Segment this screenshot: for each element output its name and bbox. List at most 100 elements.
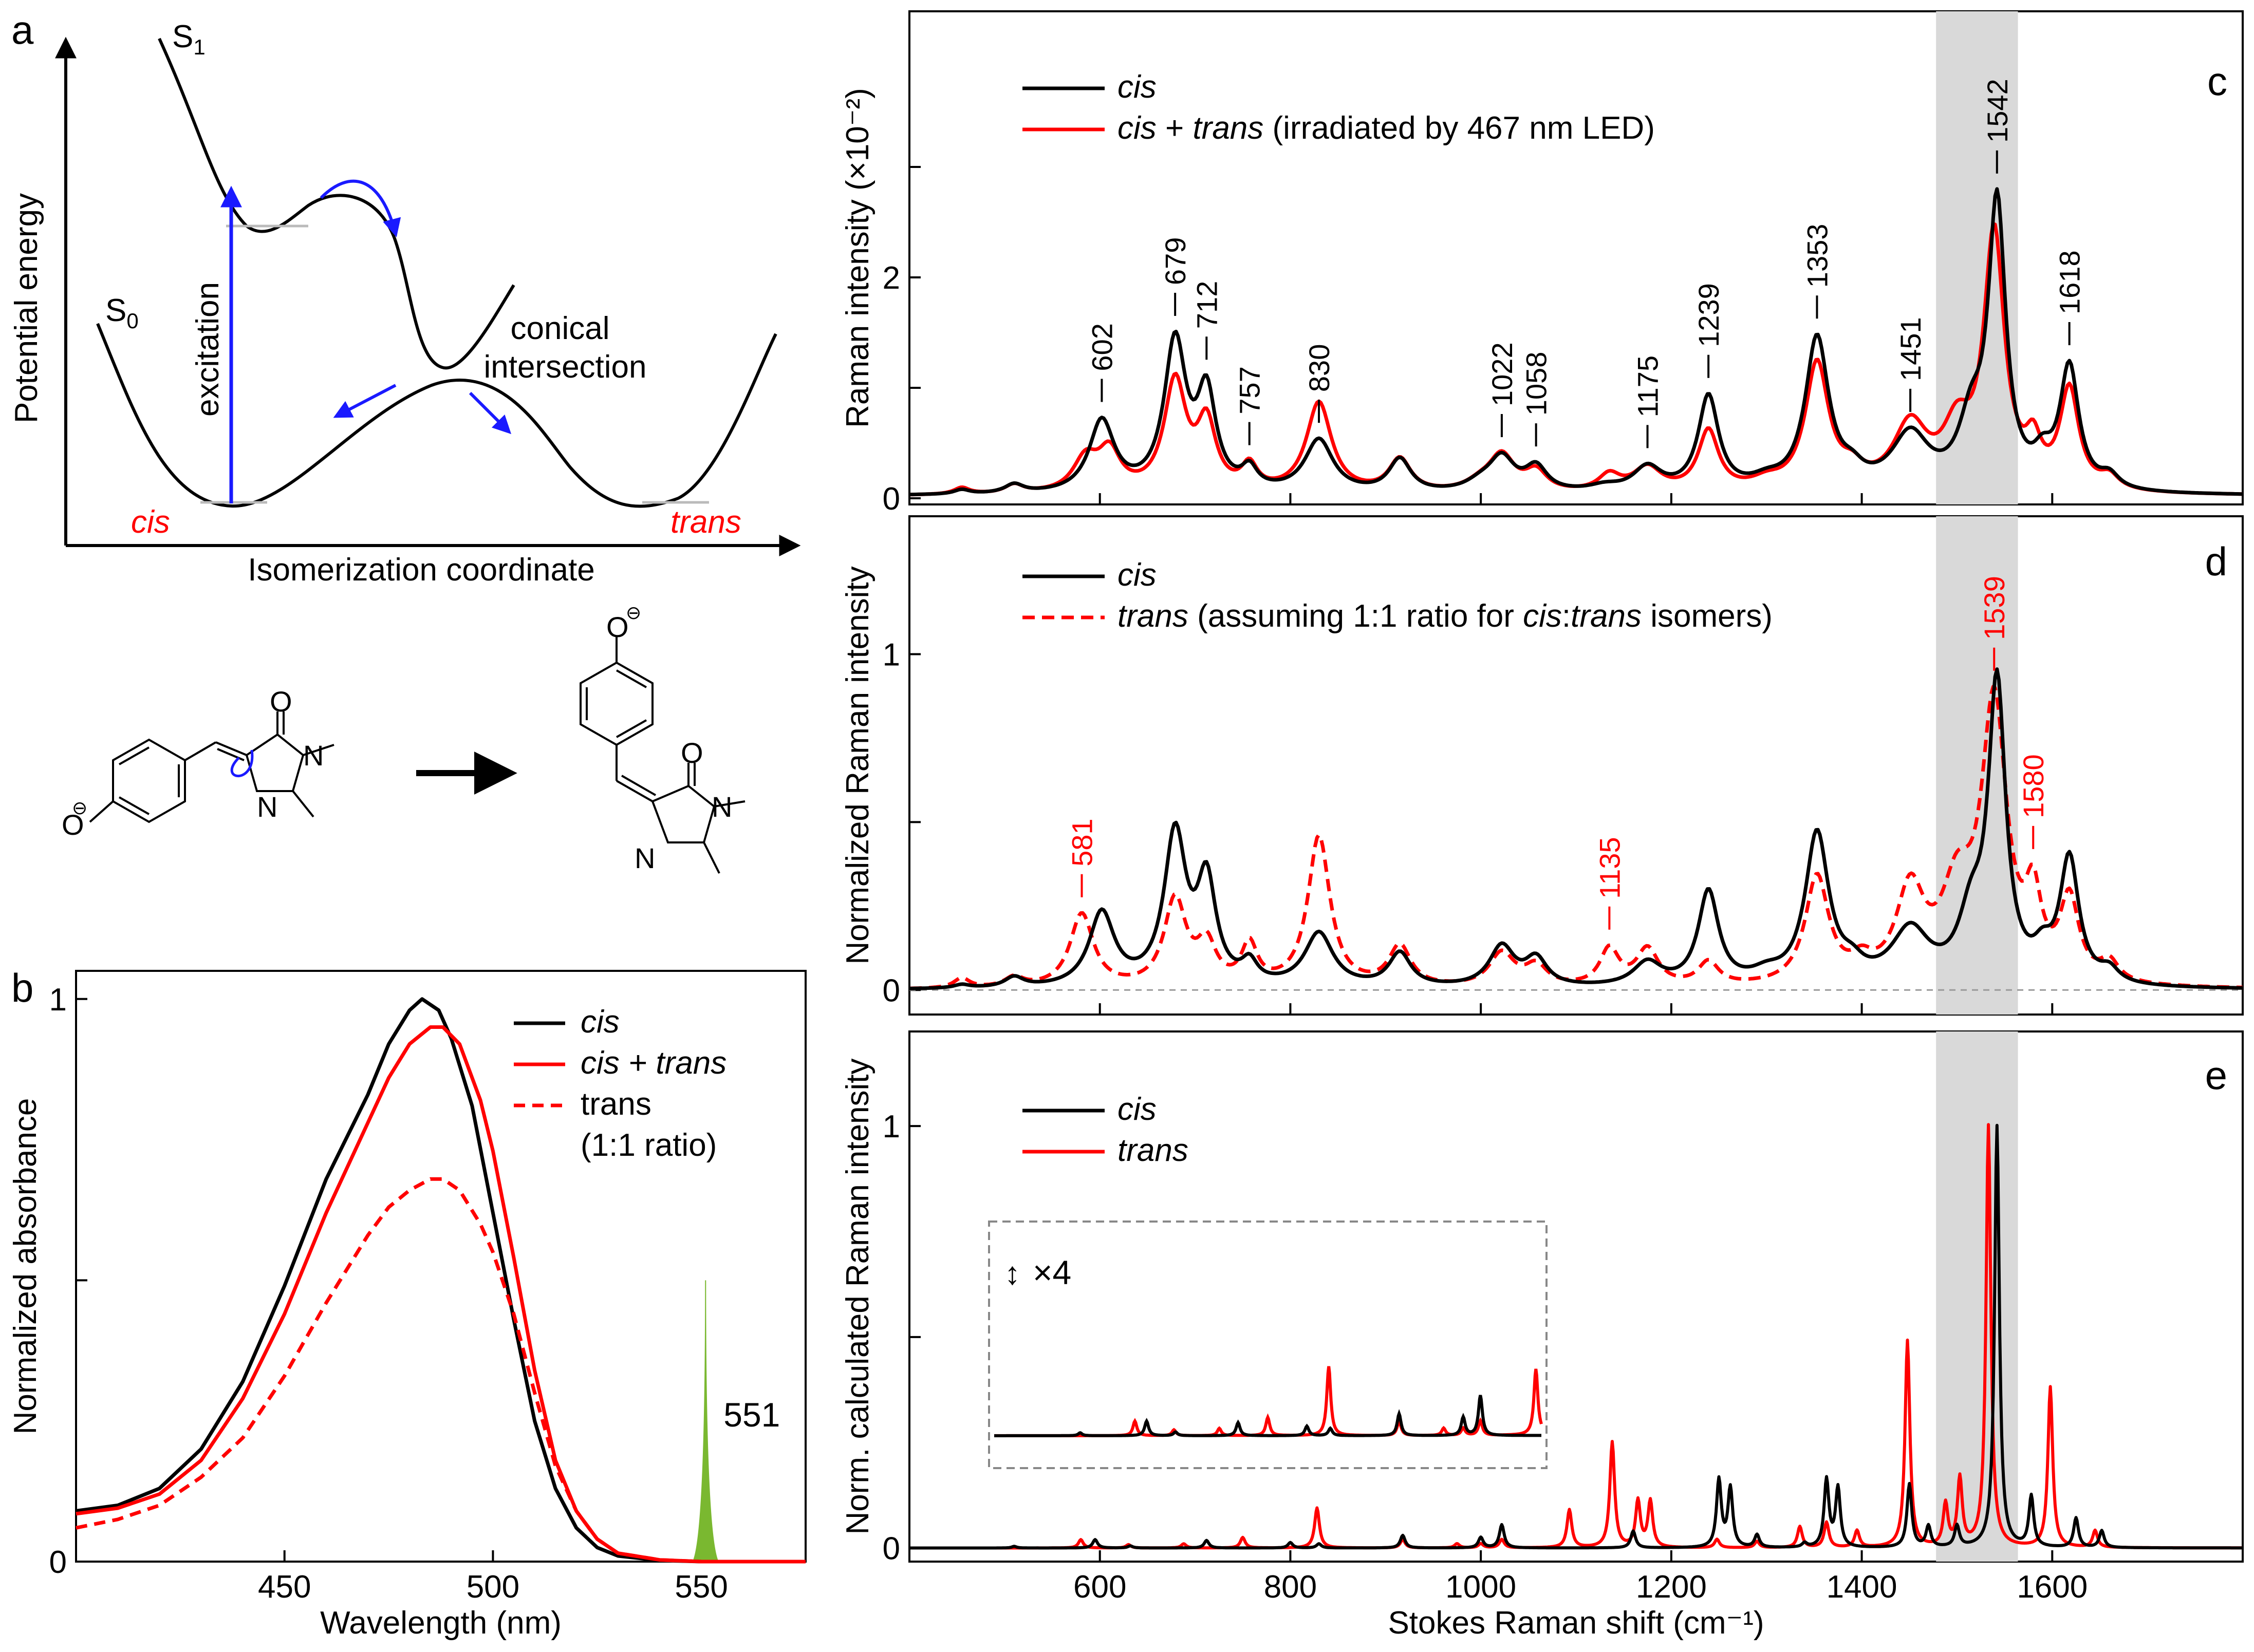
cis-n1: N	[303, 739, 324, 772]
e-legend-label: trans	[1117, 1133, 1188, 1168]
panel-d-frame	[908, 515, 2244, 1016]
cis-label: cis	[131, 504, 170, 540]
b-legend-label: cis	[581, 1004, 620, 1040]
e-xtick-label: 1200	[1636, 1569, 1707, 1605]
panel-e-frame	[908, 1030, 2244, 1563]
e-inset-series-1	[994, 1366, 1543, 1437]
b-xlabel: Wavelength (nm)	[320, 1605, 562, 1641]
b-legend-label2: (1:1 ratio)	[581, 1128, 717, 1163]
c-peak-label: 1353	[1801, 224, 1833, 288]
b-legend-label: cis + trans	[581, 1045, 727, 1081]
b-xtick-label: 500	[467, 1569, 519, 1605]
e-series-0	[908, 1123, 2244, 1550]
c-peak-label: 1022	[1486, 342, 1518, 406]
trans-label: trans	[670, 504, 741, 540]
relax-to-cis-arrow	[333, 384, 397, 418]
relax-to-trans-arrow	[469, 391, 512, 435]
c-peak-label: 712	[1190, 281, 1223, 329]
potential-energy-label: Potential energy	[9, 193, 44, 423]
panel-c-letter: c	[2207, 59, 2227, 104]
e-xtick-label: 1000	[1445, 1569, 1516, 1605]
d-peak-label: 1539	[1978, 576, 2010, 640]
b-laser-label: 551	[723, 1396, 780, 1434]
e-inset-series-0	[994, 1395, 1541, 1437]
trans-o-charge: ⊖	[626, 602, 641, 623]
c-peak-label: 1239	[1692, 283, 1725, 347]
e-xtick-label: 1600	[2017, 1569, 2088, 1605]
d-peak-label: 1135	[1593, 837, 1626, 898]
c-peak-label: 1058	[1520, 352, 1553, 416]
c-legend-label: cis	[1117, 69, 1157, 105]
e-inset-scale: ×4	[1033, 1253, 1071, 1291]
e-legend-label: cis	[1117, 1092, 1157, 1127]
conical-label: conical	[511, 311, 610, 346]
c-ylabel: Raman intensity (×10⁻²)	[840, 88, 875, 428]
panel-d-letter: d	[2205, 539, 2227, 584]
trans-n1: N	[712, 791, 732, 823]
c-peak-label: 830	[1303, 344, 1335, 392]
d-legend-label: trans (assuming 1:1 ratio for cis:trans …	[1117, 598, 1773, 634]
intersection-label: intersection	[483, 349, 646, 385]
d-ylabel: Normalized Raman intensity	[840, 566, 875, 964]
e-highlight-band	[1936, 1031, 2018, 1562]
s0-label: S0	[105, 293, 139, 333]
b-legend-label: trans	[581, 1086, 651, 1122]
e-ytick-label: 0	[883, 1531, 900, 1567]
e-xlabel: Stokes Raman shift (cm⁻¹)	[1388, 1605, 1764, 1641]
b-ylabel: Normalized absorbance	[8, 1098, 43, 1435]
c-peak-label: 1542	[1981, 79, 2014, 143]
e-inset-frame	[988, 1221, 1548, 1469]
c-ytick-label: 2	[883, 260, 900, 296]
b-series-1	[76, 1025, 806, 1564]
d-series-0	[909, 667, 2243, 990]
s1-barrier-arrow	[320, 179, 401, 237]
e-series-1	[908, 1123, 2244, 1550]
b-ytick-label: 0	[49, 1545, 67, 1580]
b-series-2	[76, 1177, 806, 1564]
cis-carbonyl-o: O	[270, 685, 292, 718]
cis-molecule	[89, 711, 334, 823]
excitation-label: excitation	[190, 282, 226, 417]
trans-o-atom: O	[606, 611, 629, 643]
c-peak-label: 1618	[2054, 250, 2086, 314]
panel-b-letter: b	[11, 965, 33, 1010]
d-legend-label: cis	[1117, 557, 1157, 593]
e-inset-arrow: ↕	[1004, 1256, 1020, 1291]
b-laser-peak	[692, 1280, 719, 1562]
c-legend-label: cis + trans (irradiated by 467 nm LED)	[1117, 110, 1655, 146]
panel-e-letter: e	[2205, 1053, 2227, 1098]
cis-o-atom: O	[62, 809, 84, 841]
e-xtick-label: 600	[1073, 1569, 1126, 1605]
e-xtick-label: 1400	[1827, 1569, 1897, 1605]
c-ytick-label: 0	[883, 481, 900, 517]
panel-a: a Potential energy Isomerization coordin…	[9, 7, 801, 874]
trans-n2: N	[635, 842, 655, 874]
trans-molecule	[580, 637, 746, 874]
s1-label: S1	[172, 19, 206, 59]
e-xtick-label: 800	[1264, 1569, 1317, 1605]
s0-potential-curve	[96, 323, 777, 508]
c-peak-label: 1175	[1632, 355, 1664, 417]
c-series-0	[909, 187, 2243, 497]
b-xtick-label: 450	[258, 1569, 311, 1605]
c-peak-label: 602	[1086, 323, 1118, 371]
d-peak-label: 581	[1066, 818, 1098, 866]
cis-n2: N	[257, 791, 277, 823]
panel-b-frame	[75, 970, 807, 1563]
c-peak-label: 679	[1159, 237, 1191, 285]
panel-a-letter: a	[11, 7, 34, 52]
d-ytick-label: 1	[883, 637, 900, 672]
panel-c-frame	[908, 10, 2244, 505]
panel-b: b 450 500 550 0 1 Wavelength (nm) Normalized a…	[8, 965, 807, 1641]
d-series-1	[909, 685, 2243, 990]
d-ytick-label: 0	[883, 973, 900, 1008]
d-peak-label: 1580	[2017, 754, 2050, 818]
panel-b-plot: 450 500 550 0 1 Wavelength (nm) Normalized abs…	[8, 982, 806, 1641]
